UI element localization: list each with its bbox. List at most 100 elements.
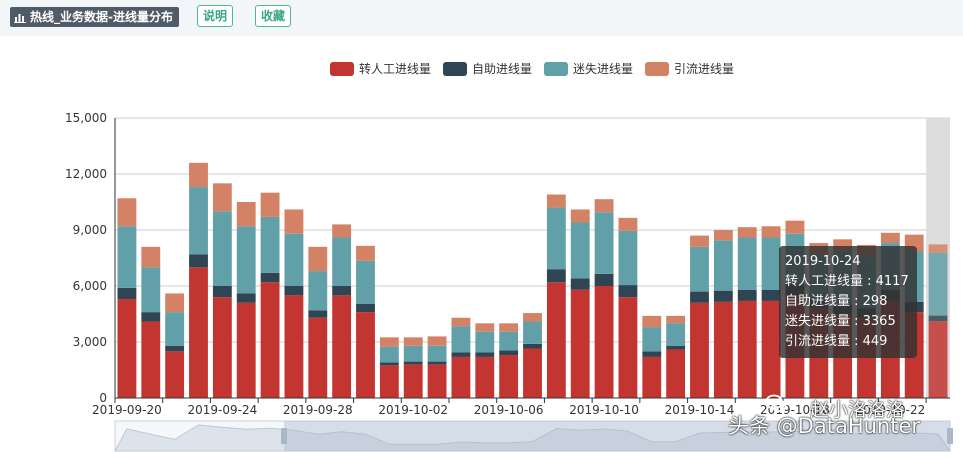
legend-item-manual[interactable]: 转人工进线量 xyxy=(330,60,431,77)
bar-segment xyxy=(189,187,208,255)
bar-segment xyxy=(690,235,709,247)
x-tick-label: 2019-10-22 xyxy=(855,403,925,417)
bar-segment xyxy=(618,285,638,298)
top-bar: 热线_业务数据-进线量分布 说明 收藏 xyxy=(0,0,963,36)
legend-item-lost[interactable]: 迷失进线量 xyxy=(544,60,633,77)
bar-segment xyxy=(928,315,948,322)
y-tick-label: 15,000 xyxy=(65,111,107,125)
y-tick-label: 3,000 xyxy=(73,335,107,349)
chart-title-badge: 热线_业务数据-进线量分布 xyxy=(10,7,179,27)
bar-segment xyxy=(785,220,805,234)
x-tick-label: 2019-09-20 xyxy=(92,403,162,417)
tooltip-row: 引流进线量 : 449 xyxy=(785,334,888,349)
bar-segment xyxy=(117,226,137,288)
bar-segment xyxy=(427,336,447,346)
bar-segment xyxy=(546,194,566,208)
bar-segment xyxy=(403,361,423,365)
y-tick-label: 0 xyxy=(99,391,107,405)
bar-segment xyxy=(403,364,423,398)
bar-segment xyxy=(308,271,328,311)
bar-segment xyxy=(308,246,328,272)
data-zoom-handle[interactable] xyxy=(947,428,953,444)
bar-segment xyxy=(212,211,232,286)
bar-segment xyxy=(570,222,590,279)
bar-segment xyxy=(236,302,256,398)
bar-segment xyxy=(618,230,638,286)
bar-segment xyxy=(117,299,137,398)
bar-segment xyxy=(928,244,948,253)
bar-segment xyxy=(546,282,566,398)
bar-segment xyxy=(260,272,280,283)
bar-segment xyxy=(332,295,352,398)
bar-segment xyxy=(523,321,542,344)
bar-segment xyxy=(761,237,781,290)
data-zoom-selection xyxy=(284,421,950,451)
bar-segment xyxy=(284,233,304,286)
tooltip-title: 2019-10-24 xyxy=(785,254,861,269)
legend-swatch xyxy=(443,61,468,76)
bar-segment xyxy=(713,240,733,291)
chart-tooltip: 2019-10-24 转人工进线量 : 4117 自助进线量 : 298 迷失进… xyxy=(779,246,917,358)
bar-segment xyxy=(546,269,566,283)
bar-segment xyxy=(928,321,948,398)
bar-segment xyxy=(618,297,638,398)
x-tick-label: 2019-10-14 xyxy=(665,403,735,417)
bar-segment xyxy=(165,345,185,352)
legend-label: 迷失进线量 xyxy=(573,62,634,76)
legend-label: 自助进线量 xyxy=(472,62,533,76)
x-tick-label: 2019-09-28 xyxy=(283,403,353,417)
bar-segment xyxy=(737,300,757,398)
bar-segment xyxy=(141,246,161,268)
wechat-icon xyxy=(765,394,787,413)
bar-segment xyxy=(690,291,709,303)
tooltip-row: 迷失进线量 : 3365 xyxy=(785,314,896,329)
bar-segment xyxy=(451,352,471,357)
bar-segment xyxy=(570,278,590,290)
y-tick-label: 6,000 xyxy=(73,279,107,293)
bar-segment xyxy=(666,323,686,346)
bar-segment xyxy=(690,246,709,292)
bar-segment xyxy=(880,232,900,244)
legend-item-diversion[interactable]: 引流进线量 xyxy=(645,60,734,77)
bar-segment xyxy=(212,183,232,212)
bar-segment xyxy=(642,327,662,352)
bar-segment xyxy=(451,356,471,398)
bar-segment xyxy=(642,351,662,357)
x-tick-label: 2019-10-18 xyxy=(760,403,830,417)
bar-segment xyxy=(356,245,375,261)
bar-segment xyxy=(141,267,161,313)
bar-segment xyxy=(713,301,733,398)
x-tick-label: 2019-09-24 xyxy=(187,403,257,417)
legend-label: 转人工进线量 xyxy=(359,62,432,76)
x-tick-label: 2019-10-02 xyxy=(378,403,448,417)
watermark-text: 头条 @DataHunter xyxy=(728,414,921,438)
explain-button[interactable]: 说明 xyxy=(197,5,234,27)
data-zoom-handle[interactable] xyxy=(281,428,287,444)
bar-segment xyxy=(642,315,662,328)
bar-segment xyxy=(284,295,304,398)
bar-segment xyxy=(523,343,542,349)
bar-segment xyxy=(523,313,542,322)
legend-swatch xyxy=(645,61,670,76)
bar-segment xyxy=(284,286,304,296)
bar-segment xyxy=(666,345,686,350)
bar-segment xyxy=(499,323,519,332)
legend-item-self-service[interactable]: 自助进线量 xyxy=(443,60,532,77)
bar-segment xyxy=(403,337,423,346)
bar-segment xyxy=(260,282,280,398)
bar-segment xyxy=(260,216,280,273)
bar-segment xyxy=(546,207,566,270)
bar-segment xyxy=(618,217,638,231)
bar-segment xyxy=(594,286,614,398)
favorite-button[interactable]: 收藏 xyxy=(255,5,292,27)
bar-segment xyxy=(928,252,948,316)
bar-segment xyxy=(308,317,328,398)
bar-segment xyxy=(308,310,328,318)
bar-segment xyxy=(403,345,423,362)
bar-segment xyxy=(713,230,733,241)
bar-segment xyxy=(332,286,352,296)
bar-segment xyxy=(284,209,304,234)
bar-segment xyxy=(594,212,614,274)
y-tick-label: 12,000 xyxy=(65,167,107,181)
